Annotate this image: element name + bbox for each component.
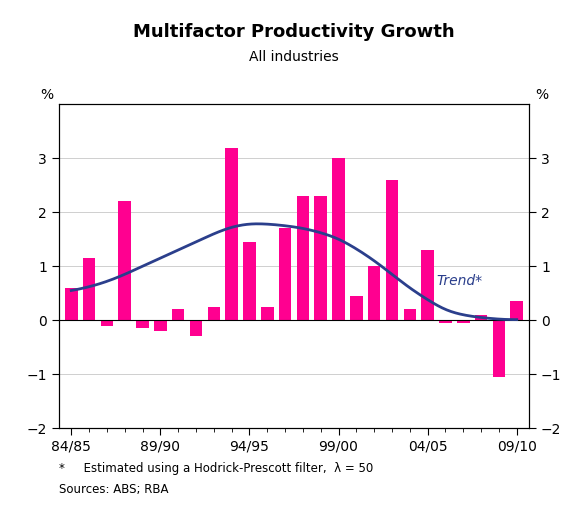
Bar bbox=[154, 320, 166, 331]
Bar bbox=[261, 307, 273, 320]
Text: Sources: ABS; RBA: Sources: ABS; RBA bbox=[59, 483, 168, 496]
Bar bbox=[368, 266, 380, 320]
Text: %: % bbox=[535, 88, 548, 102]
Bar bbox=[65, 288, 78, 320]
Bar bbox=[493, 320, 505, 377]
Bar bbox=[136, 320, 149, 328]
Bar bbox=[297, 196, 309, 320]
Bar bbox=[208, 307, 220, 320]
Bar bbox=[243, 242, 256, 320]
Bar bbox=[475, 315, 487, 320]
Bar bbox=[457, 320, 469, 323]
Bar bbox=[279, 229, 291, 320]
Bar bbox=[119, 201, 131, 320]
Bar bbox=[225, 148, 238, 320]
Text: All industries: All industries bbox=[249, 50, 339, 64]
Bar bbox=[403, 310, 416, 320]
Bar bbox=[332, 158, 345, 320]
Bar bbox=[101, 320, 113, 326]
Text: %: % bbox=[40, 88, 53, 102]
Bar bbox=[510, 301, 523, 320]
Bar bbox=[172, 310, 185, 320]
Bar bbox=[315, 196, 327, 320]
Bar bbox=[386, 180, 398, 320]
Bar bbox=[190, 320, 202, 336]
Text: Multifactor Productivity Growth: Multifactor Productivity Growth bbox=[133, 23, 455, 41]
Text: *     Estimated using a Hodrick-Prescott filter,  λ = 50: * Estimated using a Hodrick-Prescott fil… bbox=[59, 462, 373, 475]
Text: Trend*: Trend* bbox=[436, 275, 483, 288]
Bar bbox=[83, 258, 95, 320]
Bar bbox=[350, 296, 363, 320]
Bar bbox=[439, 320, 452, 323]
Bar bbox=[422, 250, 434, 320]
